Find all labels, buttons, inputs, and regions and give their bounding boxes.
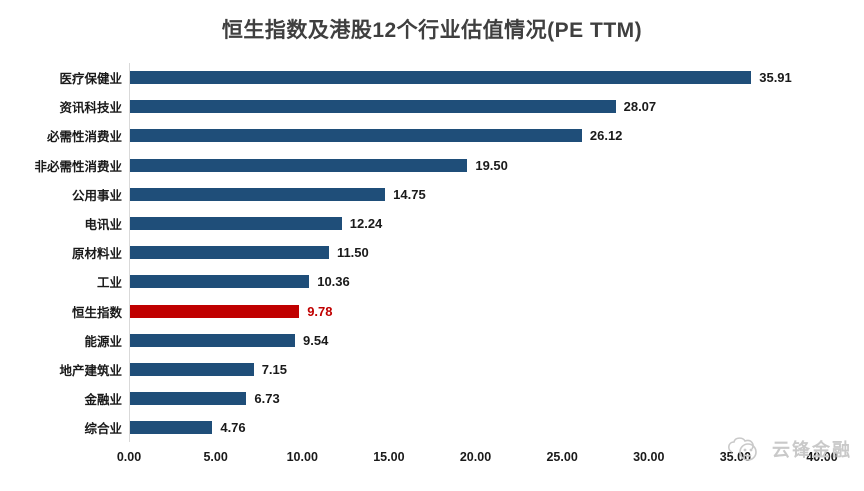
bar (130, 187, 386, 201)
bar-chart: 医疗保健业 35.91 资讯科技业 28.07 必需性消费业 26.12 非必需性消费业 19… (0, 63, 864, 443)
bar-track: 14.75 (129, 179, 822, 209)
bar-track: 35.91 (129, 63, 822, 93)
bar (130, 129, 582, 143)
value-label: 12.24 (349, 216, 383, 232)
bar-track: 6.73 (129, 384, 822, 414)
bar-track: 9.54 (129, 325, 822, 355)
value-label: 14.75 (393, 186, 426, 202)
x-axis: 0.00 5.00 10.00 15.00 20.00 25.00 30.00 35.00 40… (117, 448, 838, 470)
chart-row: 医疗保健业 35.91 (0, 63, 864, 93)
category-label: 医疗保健业 (59, 72, 122, 87)
chart-row: 公用事业 14.75 (0, 179, 864, 209)
category-label: 恒生指数 (71, 305, 122, 320)
value-label: 28.07 (623, 99, 657, 115)
chart-row: 电讯业 12.24 (0, 208, 864, 239)
value-label: 26.12 (589, 128, 623, 144)
x-axis-tick: 10.00 (286, 450, 318, 465)
x-axis-tick: 40.00 (806, 450, 838, 465)
bar (130, 392, 247, 406)
category-label: 非必需性消费业 (34, 159, 122, 174)
bar (130, 275, 310, 289)
x-axis-tick: 25.00 (546, 450, 578, 465)
bar-track: 12.24 (129, 208, 822, 239)
bar (130, 158, 468, 172)
x-axis-tick: 30.00 (633, 450, 665, 465)
category-label: 原材料业 (71, 247, 122, 262)
category-label: 地产建筑业 (59, 363, 122, 378)
chart-row: 必需性消费业 26.12 (0, 121, 864, 151)
bar (130, 362, 254, 376)
value-label: 4.76 (220, 420, 246, 436)
bar (130, 217, 342, 231)
value-label: 35.91 (759, 70, 792, 86)
bar (130, 421, 213, 435)
x-axis-tick: 35.00 (719, 450, 752, 465)
chart-title: 恒生指数及港股12个行业估值情况(PE TTM) (221, 19, 643, 42)
value-label: 7.15 (261, 361, 287, 377)
category-label: 工业 (96, 276, 122, 291)
bar-track: 4.76 (129, 413, 822, 443)
bar-track: 28.07 (129, 92, 822, 122)
x-axis-tick: 20.00 (459, 450, 492, 465)
chart-row: 原材料业 11.50 (0, 238, 864, 268)
value-label: 19.50 (475, 157, 508, 173)
bar-track: 26.12 (129, 121, 822, 151)
bar-track: 11.50 (129, 238, 822, 268)
bar-track: 9.78 (129, 296, 822, 326)
chart-row: 非必需性消费业 19.50 (0, 150, 864, 180)
bar (130, 333, 296, 347)
value-label: 9.54 (303, 332, 329, 348)
bar (130, 71, 752, 85)
bar-track: 19.50 (129, 150, 822, 180)
value-label: 6.73 (254, 391, 280, 407)
chart-row: 能源业 9.54 (0, 325, 864, 355)
x-axis-tick: 0.00 (116, 450, 142, 465)
bar (130, 246, 329, 260)
category-label: 综合业 (84, 422, 122, 437)
category-label: 能源业 (84, 334, 122, 349)
category-label: 公用事业 (71, 188, 122, 203)
bar-highlight (130, 304, 300, 318)
chart-page: { "title": "恒生指数及港股12个行业估值情况(PE TTM)", "… (0, 14, 864, 491)
category-label: 必需性消费业 (46, 130, 122, 145)
x-axis-tick: 5.00 (203, 450, 228, 465)
chart-row: 恒生指数 9.78 (0, 296, 864, 326)
bar-track: 10.36 (129, 267, 822, 297)
x-axis-tick: 15.00 (373, 450, 405, 465)
bar (130, 100, 616, 114)
category-label: 金融业 (84, 393, 122, 408)
value-label: 9.78 (307, 303, 333, 319)
value-label: 10.36 (317, 274, 350, 290)
chart-row: 金融业 6.73 (0, 384, 864, 414)
chart-row: 地产建筑业 7.15 (0, 354, 864, 385)
chart-row: 工业 10.36 (0, 267, 864, 297)
chart-row: 综合业 4.76 (0, 413, 864, 443)
category-label: 电讯业 (84, 218, 122, 233)
value-label: 11.50 (336, 245, 369, 261)
category-label: 资讯科技业 (59, 101, 122, 116)
bar-track: 7.15 (129, 354, 822, 385)
chart-row: 资讯科技业 28.07 (0, 92, 864, 122)
